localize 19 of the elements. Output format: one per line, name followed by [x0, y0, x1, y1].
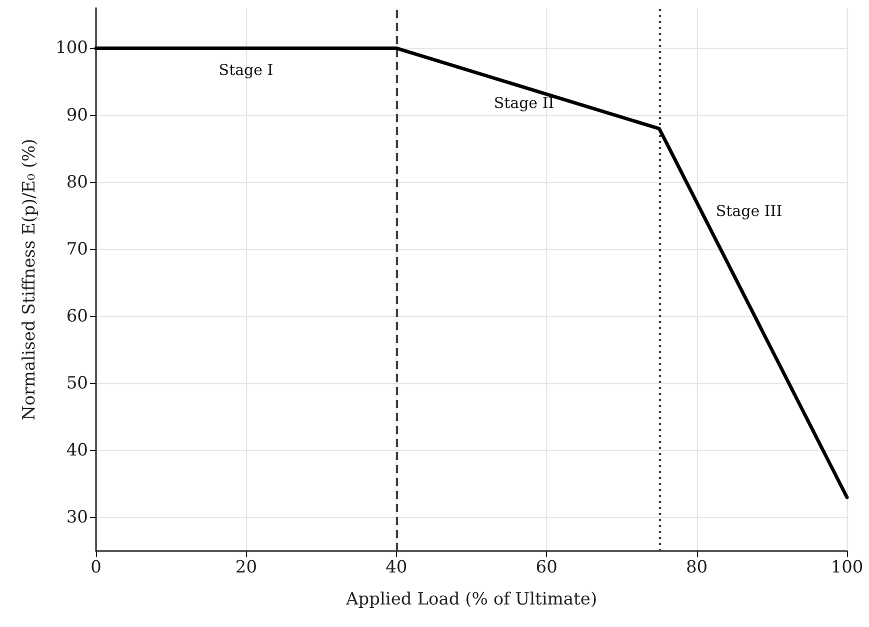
y-tick-label: 80	[66, 172, 88, 192]
y-tick-label: 90	[66, 105, 88, 126]
x-tick-label: 100	[830, 558, 864, 578]
y-tick-label: 40	[66, 440, 88, 460]
annotation: Stage III	[716, 202, 782, 220]
x-tick-label: 80	[686, 558, 708, 578]
y-tick-label: 60	[66, 306, 88, 326]
x-tick-label: 60	[536, 558, 558, 578]
x-axis-title: Applied Load (% of Ultimate)	[344, 590, 598, 610]
y-axis-title: Normalised Stiffness E(p)/E₀ (%)	[20, 138, 40, 420]
y-tick-label: 100	[56, 38, 88, 58]
y-tick-label: 30	[66, 507, 88, 528]
x-tick-label: 40	[386, 558, 408, 578]
x-tick-label: 20	[235, 558, 258, 578]
annotation: Stage II	[494, 94, 554, 112]
y-tick-label: 50	[66, 373, 88, 394]
x-tick-label: 0	[90, 558, 102, 578]
y-tick-label: 70	[66, 239, 88, 260]
annotation: Stage I	[218, 61, 274, 79]
